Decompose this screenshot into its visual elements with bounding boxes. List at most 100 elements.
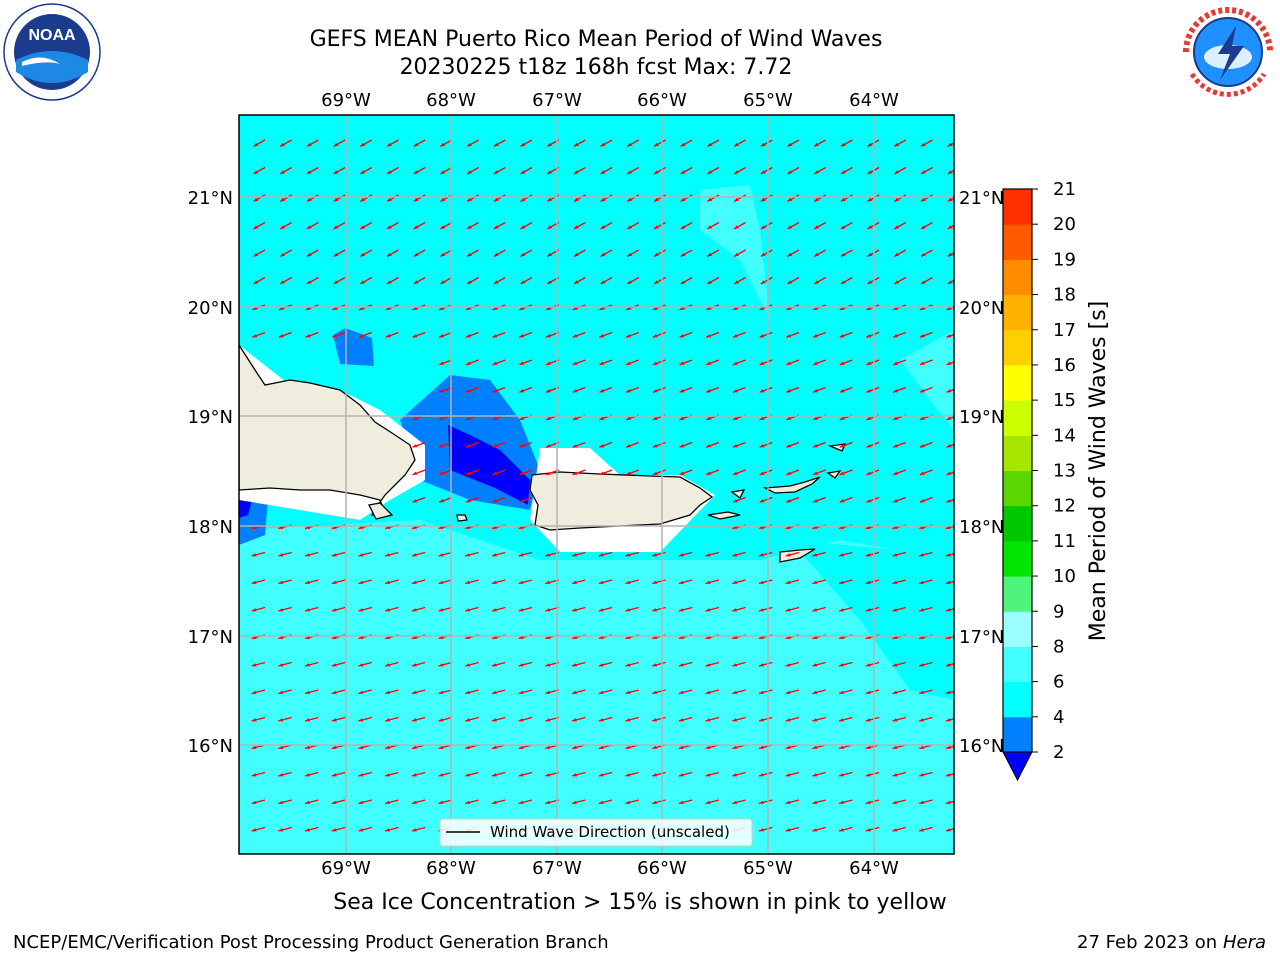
wind-wave-arrow [411,606,426,612]
wind-wave-arrow [787,276,800,285]
wind-wave-arrow [678,551,693,557]
wind-wave-arrow [812,469,826,476]
wind-wave-arrow [253,166,266,175]
wind-wave-arrow [758,661,773,667]
lat-label: 20°N [959,298,1004,319]
wind-wave-arrow [705,551,720,557]
wind-wave-arrow [919,441,933,448]
wind-wave-arrow [493,249,506,257]
colorbar-tick-label: 10 [1053,566,1076,587]
wind-wave-arrow [491,606,506,612]
wind-wave-arrow [785,799,800,805]
lat-label: 19°N [959,407,1004,428]
wind-wave-arrow [760,194,773,202]
wind-wave-arrow [760,166,773,175]
wind-wave-arrow [732,771,746,777]
land-virgin-islands [762,476,821,494]
wind-wave-arrow [331,826,346,832]
wind-wave-arrow [304,716,319,722]
wind-wave-arrow [492,331,506,338]
wind-wave-arrow [652,386,666,393]
wind-wave-arrow [892,331,907,338]
wind-wave-arrow [707,194,720,202]
colorbar-tick-label: 12 [1053,496,1076,517]
wind-wave-arrow [278,771,292,777]
wind-wave-arrow [892,799,906,805]
lon-labels-top: 69°W 68°W 67°W 66°W 65°W 64°W [321,90,899,111]
wind-wave-arrow [518,799,533,805]
wind-wave-arrow [678,606,693,612]
wind-wave-arrow [278,331,292,338]
wind-wave-arrow [652,661,666,667]
wind-wave-arrow [840,139,853,147]
colorbar: 2 4 6 8 9 10 11 12 13 14 15 16 17 18 19 20 21 [1002,179,1076,782]
wind-wave-arrow [520,194,533,202]
wind-wave-arrow [598,689,613,695]
wind-wave-arrow [519,359,533,366]
wind-wave-arrow [866,359,880,366]
wind-wave-arrow [680,166,693,175]
wind-wave-arrow [412,469,426,476]
wind-wave-arrow [518,606,533,612]
wind-wave-arrow [598,551,613,557]
wind-wave-arrow [438,579,453,585]
wind-wave-arrow [385,606,399,612]
lat-label: 18°N [188,517,233,538]
wind-wave-arrow [812,771,826,777]
wind-wave-arrow [304,579,319,585]
wind-wave-arrow [785,826,800,832]
wind-wave-arrow [251,771,266,777]
wind-wave-arrow [653,139,666,147]
wind-wave-arrow [652,579,666,585]
wind-wave-arrow [465,441,479,448]
wind-wave-arrow [599,469,613,476]
wind-wave-arrow [519,441,533,448]
wind-wave-arrow [278,826,292,832]
wind-wave-arrow [892,661,906,667]
wind-wave-arrow [599,441,613,448]
wind-wave-arrow [465,359,479,366]
wind-wave-arrow [678,771,693,777]
wind-wave-arrow [625,551,639,557]
wind-wave-arrow [625,579,639,585]
lon-label: 64°W [849,90,899,111]
wind-wave-arrow [705,771,720,777]
lon-label: 69°W [321,858,371,879]
wind-wave-arrow [333,166,346,175]
wind-wave-arrow [358,579,372,585]
wind-wave-arrow [732,496,746,503]
wind-wave-arrow [920,166,933,175]
wind-wave-arrow [919,855,932,859]
wind-wave-arrow [440,221,453,230]
wind-wave-arrow [652,799,666,805]
wind-wave-arrow [758,551,773,557]
wind-wave-arrow [812,606,826,612]
wind-wave-arrow [732,579,746,585]
colorbar-segment [1003,576,1032,612]
wind-wave-arrow [331,799,346,805]
wind-wave-arrow [892,496,907,503]
wind-wave-arrow [627,276,640,285]
wind-wave-arrow [732,799,746,805]
wind-wave-arrow [733,139,746,147]
wind-wave-arrow [625,799,639,805]
colorbar-tick-label: 6 [1053,672,1064,693]
wind-wave-arrow [492,496,506,503]
wind-wave-arrow [946,416,954,421]
footer-date: 27 Feb 2023 on Hera [1077,932,1266,953]
wind-wave-arrow [812,689,826,695]
lon-label: 67°W [532,858,582,879]
wind-wave-arrow [466,221,479,230]
wind-wave-arrow [759,441,773,448]
wind-wave-arrow [465,496,479,503]
wind-wave-arrow [894,221,907,230]
wind-wave-arrow [519,331,533,338]
wind-wave-arrow [599,855,612,859]
wind-wave-arrow [279,194,293,202]
wind-wave-arrow [866,331,880,338]
wind-wave-arrow [732,441,746,448]
wind-wave-arrow [653,166,666,175]
wind-wave-arrow [705,716,720,722]
wind-wave-arrow [652,606,666,612]
wind-wave-arrow [865,689,880,695]
